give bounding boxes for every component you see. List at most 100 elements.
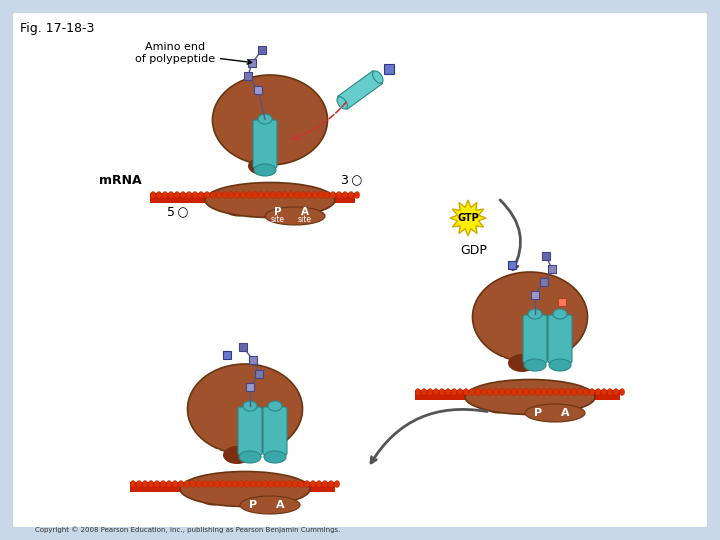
Ellipse shape xyxy=(499,388,505,395)
Text: GTP: GTP xyxy=(457,213,479,223)
Ellipse shape xyxy=(240,192,246,199)
Ellipse shape xyxy=(282,192,288,199)
Ellipse shape xyxy=(254,164,276,176)
Ellipse shape xyxy=(174,192,180,199)
Ellipse shape xyxy=(511,388,517,395)
Ellipse shape xyxy=(287,481,292,488)
FancyBboxPatch shape xyxy=(253,120,277,168)
FancyBboxPatch shape xyxy=(548,315,572,363)
Text: Amino end
of polypeptide: Amino end of polypeptide xyxy=(135,42,252,64)
Ellipse shape xyxy=(421,388,427,395)
Text: E: E xyxy=(235,159,244,172)
Ellipse shape xyxy=(264,192,270,199)
Ellipse shape xyxy=(310,481,316,488)
Ellipse shape xyxy=(280,481,286,488)
Text: P: P xyxy=(249,500,257,510)
Text: A: A xyxy=(276,500,284,510)
Ellipse shape xyxy=(613,388,618,395)
Ellipse shape xyxy=(246,192,252,199)
Ellipse shape xyxy=(528,309,542,319)
Ellipse shape xyxy=(226,204,250,217)
Ellipse shape xyxy=(244,481,250,488)
Ellipse shape xyxy=(524,359,546,371)
Ellipse shape xyxy=(251,481,256,488)
Ellipse shape xyxy=(258,192,264,199)
Ellipse shape xyxy=(198,192,204,199)
Ellipse shape xyxy=(192,192,198,199)
Ellipse shape xyxy=(445,388,451,395)
Ellipse shape xyxy=(162,192,168,199)
Ellipse shape xyxy=(262,481,268,488)
Ellipse shape xyxy=(298,481,304,488)
Ellipse shape xyxy=(243,401,257,411)
Ellipse shape xyxy=(161,481,166,488)
Ellipse shape xyxy=(233,481,238,488)
Ellipse shape xyxy=(294,192,300,199)
FancyBboxPatch shape xyxy=(150,193,355,203)
Ellipse shape xyxy=(276,192,282,199)
Ellipse shape xyxy=(354,192,360,199)
Ellipse shape xyxy=(202,481,208,488)
Ellipse shape xyxy=(256,481,262,488)
Ellipse shape xyxy=(268,401,282,411)
Ellipse shape xyxy=(269,481,274,488)
Text: site: site xyxy=(298,215,312,225)
Ellipse shape xyxy=(553,309,567,319)
Ellipse shape xyxy=(601,388,607,395)
Ellipse shape xyxy=(204,192,210,199)
Ellipse shape xyxy=(226,481,232,488)
Ellipse shape xyxy=(264,451,286,463)
Text: A: A xyxy=(561,408,570,418)
Ellipse shape xyxy=(274,481,280,488)
Ellipse shape xyxy=(553,388,559,395)
Ellipse shape xyxy=(342,192,348,199)
Ellipse shape xyxy=(481,388,487,395)
FancyBboxPatch shape xyxy=(238,407,262,455)
Ellipse shape xyxy=(270,192,276,199)
Text: GDP: GDP xyxy=(461,245,487,258)
Ellipse shape xyxy=(252,192,258,199)
Ellipse shape xyxy=(234,192,240,199)
Ellipse shape xyxy=(318,192,324,199)
Ellipse shape xyxy=(210,192,216,199)
Text: P: P xyxy=(274,207,282,217)
Ellipse shape xyxy=(547,388,553,395)
Ellipse shape xyxy=(525,404,585,422)
Ellipse shape xyxy=(306,192,312,199)
Text: 5 ○: 5 ○ xyxy=(167,206,189,219)
Ellipse shape xyxy=(223,446,251,464)
Ellipse shape xyxy=(323,481,328,488)
Ellipse shape xyxy=(475,388,481,395)
Ellipse shape xyxy=(559,388,564,395)
Polygon shape xyxy=(338,71,382,110)
Ellipse shape xyxy=(316,481,322,488)
Ellipse shape xyxy=(292,481,298,488)
Ellipse shape xyxy=(595,388,600,395)
Ellipse shape xyxy=(505,388,510,395)
Text: site: site xyxy=(271,215,285,225)
Ellipse shape xyxy=(348,192,354,199)
Ellipse shape xyxy=(228,192,234,199)
Ellipse shape xyxy=(427,388,433,395)
Ellipse shape xyxy=(150,192,156,199)
Ellipse shape xyxy=(457,388,463,395)
Ellipse shape xyxy=(619,388,625,395)
Ellipse shape xyxy=(248,157,276,175)
Ellipse shape xyxy=(197,481,202,488)
Ellipse shape xyxy=(541,388,546,395)
Ellipse shape xyxy=(143,481,148,488)
Text: 3 ○: 3 ○ xyxy=(341,173,363,186)
Ellipse shape xyxy=(201,492,225,505)
Ellipse shape xyxy=(565,388,571,395)
Ellipse shape xyxy=(186,192,192,199)
Ellipse shape xyxy=(328,481,334,488)
Ellipse shape xyxy=(439,388,445,395)
Ellipse shape xyxy=(465,380,595,415)
Ellipse shape xyxy=(463,388,469,395)
Ellipse shape xyxy=(187,364,302,454)
Ellipse shape xyxy=(205,183,335,218)
Ellipse shape xyxy=(172,481,178,488)
Ellipse shape xyxy=(300,192,306,199)
Ellipse shape xyxy=(265,207,325,225)
Ellipse shape xyxy=(334,481,340,488)
